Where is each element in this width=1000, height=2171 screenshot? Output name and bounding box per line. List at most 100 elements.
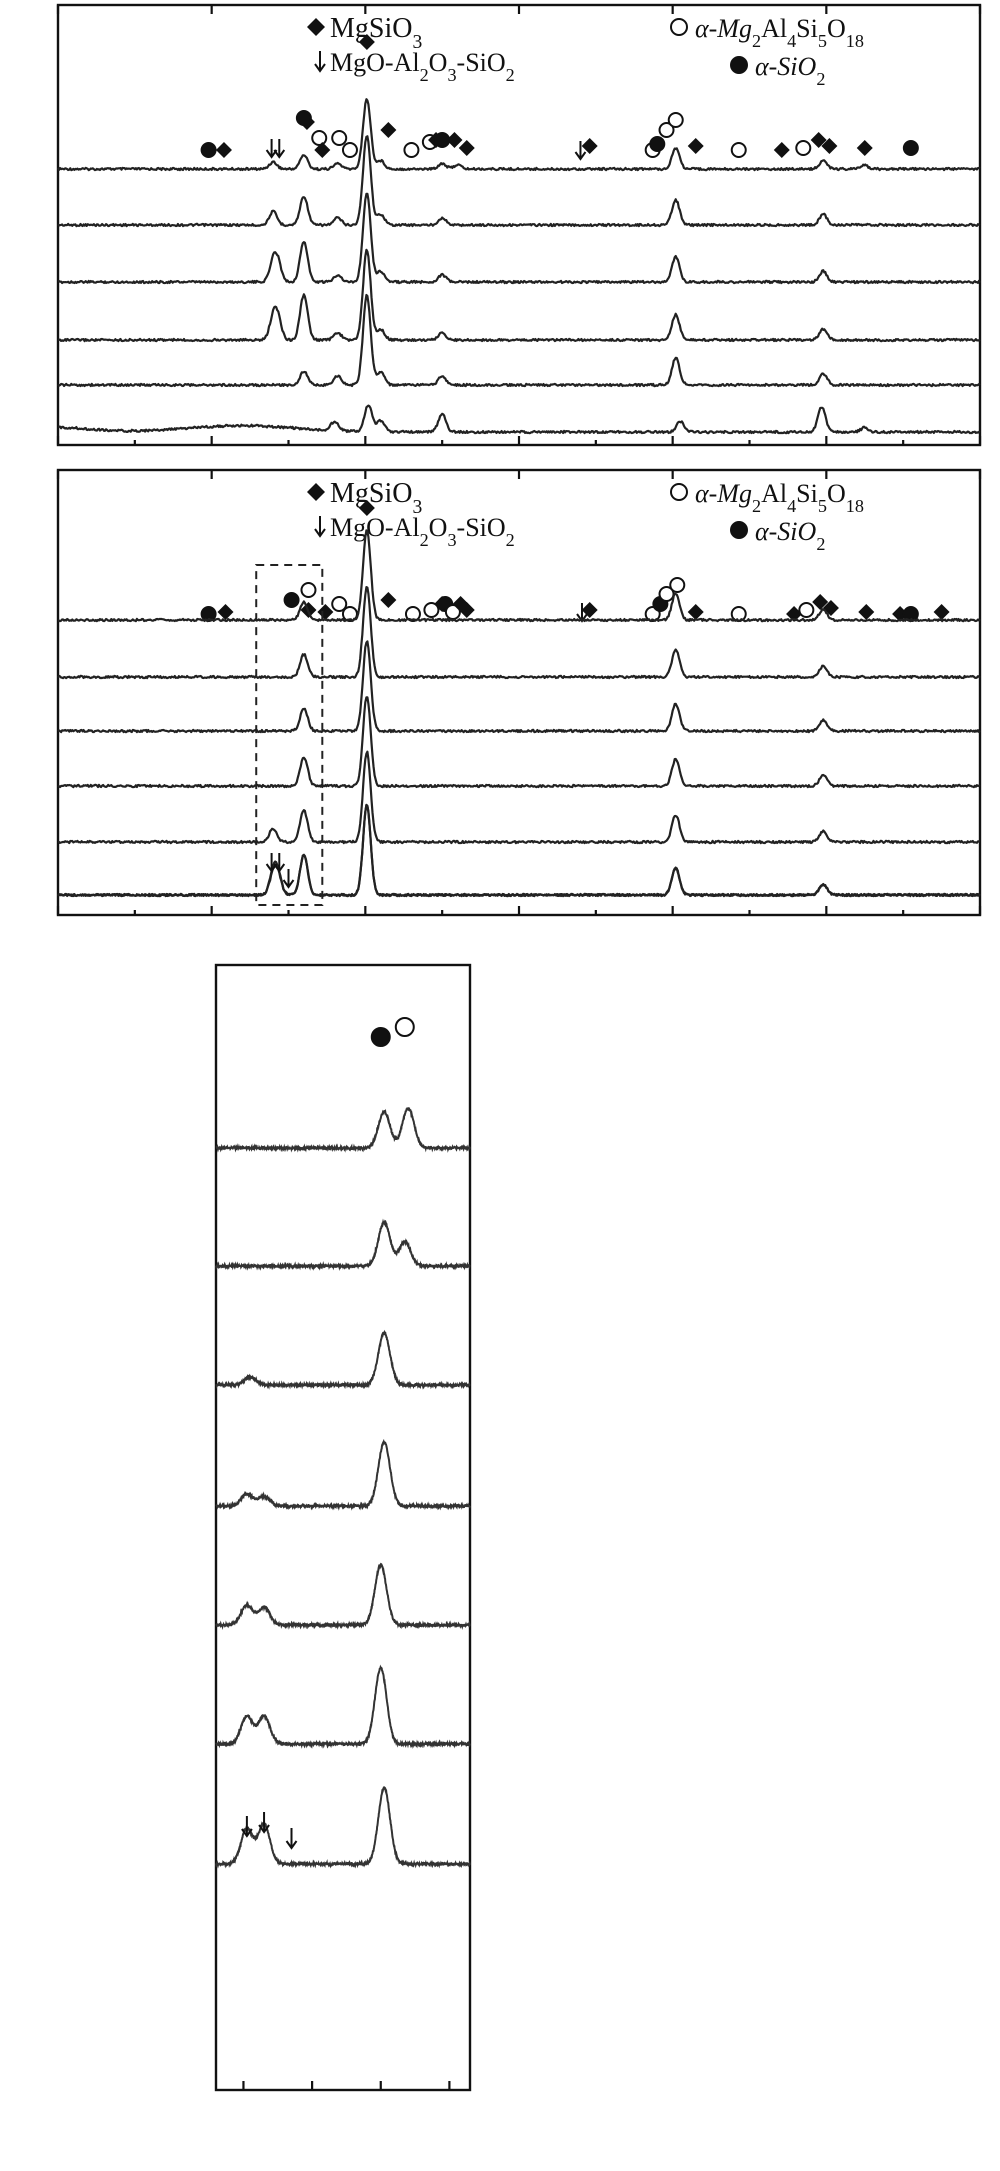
mgsio3-diamond-marker [581,602,598,618]
legend-cordierite-label: α-Mg2Al4Si5O18 [695,479,864,516]
mgsio3-diamond-marker [358,500,375,516]
mgo-al2o3-sio2-arrow-marker [574,141,587,161]
arrow-head [285,1840,298,1850]
cordierite-circle-marker [331,596,348,612]
legend-arrow-icon [314,51,326,73]
cordierite-circle-marker [404,606,421,622]
cordierite-circle-marker [798,602,815,618]
plot-frame [56,468,982,917]
sio2-filled-circle-marker [902,140,919,156]
mgsio3-diamond-marker [446,132,463,148]
xrd-trace-zoom [215,1785,471,1869]
xrd-trace-zoom [215,1664,471,1749]
cordierite-circle-marker [667,112,684,128]
mgo-al2o3-sio2-arrow-marker [273,853,286,873]
legend-open-circle-icon [670,18,688,36]
arrow-head [241,1828,253,1838]
mgo-al2o3-sio2-arrow-marker [265,139,278,159]
mgsio3-diamond-marker [821,138,838,154]
arrow-head [314,63,326,73]
sio2-filled-circle-marker [200,142,217,158]
cordierite-circle-marker [730,142,747,158]
legend-filled-circle-icon [730,521,748,539]
xrd-trace [57,803,981,898]
xrd-trace-zoom [215,1106,471,1153]
mgsio3-diamond-marker [458,140,475,156]
mgsio3-diamond-marker [358,34,375,50]
cordierite-circle-marker [423,602,440,618]
xrd-trace [57,192,981,285]
legend-mgsio3-label: MgSiO3 [330,478,422,518]
mgsio3-diamond-marker [687,604,704,620]
legend-mgo-al2o3-sio2-label: MgO-Al2O3-SiO2 [330,513,515,550]
arrow-head [258,1824,270,1834]
legend-diamond-icon [307,18,325,36]
mgo-al2o3-sio2-arrow-marker [273,139,286,159]
mgsio3-diamond-marker [786,606,803,622]
legend-filled-circle-icon [730,56,748,74]
cordierite-circle-marker [331,130,348,146]
mgsio3-diamond-marker [458,602,475,618]
mgsio3-diamond-marker [687,138,704,154]
sio2-filled-circle-marker [295,110,312,126]
xrd-trace [57,135,981,228]
mgsio3-diamond-marker [856,140,873,156]
mgsio3-diamond-marker [314,142,331,158]
legend-mgsio3-label: MgSiO3 [330,13,422,53]
xrd-trace [57,696,981,789]
xrd-trace-zoom [215,1438,471,1511]
mgsio3-diamond-marker [380,122,397,138]
legend-sio2-label: α-SiO2 [755,517,825,554]
legend-diamond-icon [307,483,325,501]
arrow-head [282,879,295,889]
xrd-trace [57,803,981,898]
xrd-trace [57,98,981,172]
cordierite-circle-marker [394,1017,415,1037]
zoom-region-dashed-box [255,564,324,906]
arrow-head [273,863,286,873]
arrow-head [314,528,326,538]
xrd-trace [57,750,981,845]
cordierite-circle-marker [300,582,317,598]
mgsio3-diamond-marker [317,604,334,620]
legend-mgo-al2o3-sio2-label: MgO-Al2O3-SiO2 [330,48,515,85]
xrd-trace-zoom [215,1562,471,1631]
mgsio3-diamond-marker [581,138,598,154]
cordierite-circle-marker [403,142,420,158]
xrd-trace-zoom [215,1218,471,1271]
sio2-filled-circle-marker [283,592,300,608]
mgsio3-diamond-marker [773,142,790,158]
legend-open-circle-icon [670,483,688,501]
mgsio3-diamond-marker [380,592,397,608]
mgsio3-diamond-marker [215,142,232,158]
mgsio3-diamond-marker [933,604,950,620]
mgo-al2o3-sio2-arrow-marker [258,1812,270,1834]
cordierite-circle-marker [341,142,358,158]
legend-sio2-label: α-SiO2 [755,52,825,89]
xrd-trace [57,248,981,343]
xrd-trace [57,586,981,680]
cordierite-circle-marker [669,577,686,593]
mgo-al2o3-sio2-arrow-marker [282,869,295,889]
sio2-filled-circle-marker [649,136,666,152]
xrd-trace [57,640,981,734]
mgsio3-diamond-marker [217,604,234,620]
mgsio3-diamond-marker [858,604,875,620]
xrd-trace [57,404,981,435]
xrd-trace-zoom [215,1329,471,1390]
plot-frame [214,963,472,2092]
sio2-filled-circle-marker [370,1027,391,1047]
mgo-al2o3-sio2-arrow-marker [285,1828,298,1850]
legend-cordierite-label: α-Mg2Al4Si5O18 [695,14,864,51]
panel-c [214,963,472,2092]
cordierite-circle-marker [311,130,328,146]
xrd-trace [57,293,981,388]
mgsio3-diamond-marker [810,132,827,148]
arrow-head [273,149,286,159]
cordierite-circle-marker [658,122,675,138]
